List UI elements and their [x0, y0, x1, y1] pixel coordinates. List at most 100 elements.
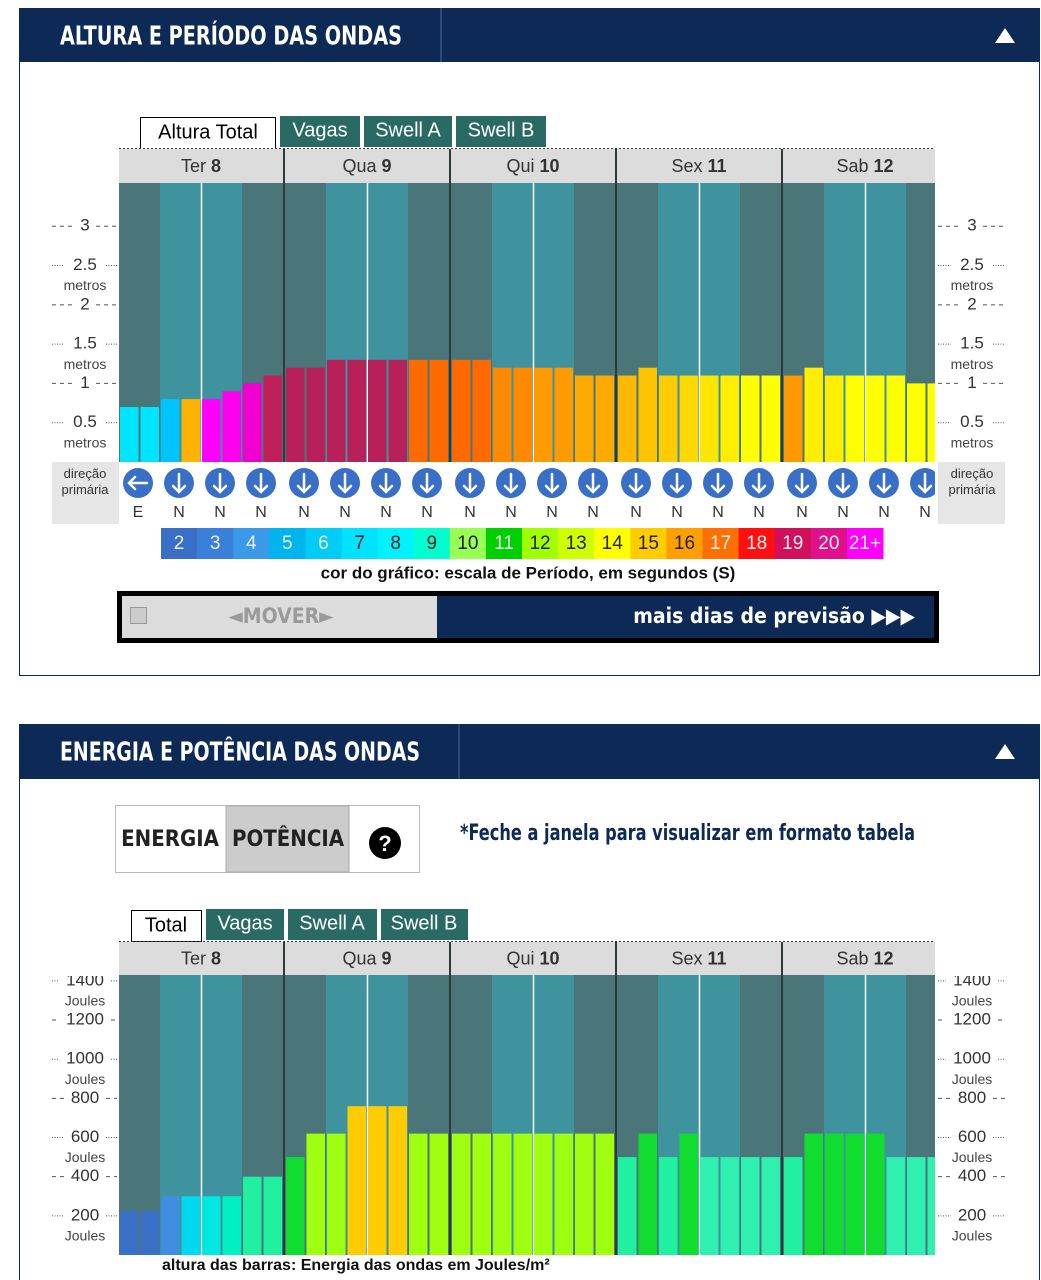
- weekday: Ter: [181, 156, 206, 176]
- y-tick-label: 1400: [66, 970, 104, 989]
- y-tick-label: 0.5: [73, 412, 97, 431]
- tab-label: Swell A: [299, 912, 365, 934]
- arrow: [585, 472, 601, 494]
- bar: [886, 375, 905, 462]
- y-tick-label: 600: [71, 1127, 99, 1146]
- collapse-button[interactable]: [995, 28, 1015, 43]
- panel-title: ENERGIA E POTÊNCIA DAS ONDAS: [60, 736, 420, 768]
- day-number: 12: [874, 156, 894, 176]
- period-swatch: [666, 528, 703, 559]
- checkbox[interactable]: [130, 607, 147, 624]
- period-label: 3: [210, 533, 221, 554]
- mover-label: ◄MOVER►: [228, 604, 334, 628]
- day-number: 11: [708, 948, 727, 968]
- bar: [306, 1133, 325, 1255]
- bar: [845, 375, 864, 462]
- period-swatch: [233, 528, 270, 559]
- direction-letter: N: [630, 504, 642, 521]
- toggle-label[interactable]: POTÊNCIA: [232, 826, 345, 852]
- period-label: 14: [602, 533, 624, 554]
- bar: [472, 359, 491, 462]
- bar: [202, 1196, 221, 1255]
- bar: [907, 383, 926, 462]
- bar: [784, 375, 803, 462]
- direction-letter: N: [214, 504, 226, 521]
- tab-active[interactable]: [131, 910, 202, 942]
- direction-label: direção primária: [949, 466, 997, 497]
- plot-area: Ter 8 Qua 9 Qui 10 Sex 11 Sab 12: [119, 942, 935, 1255]
- direction-letter: N: [753, 504, 765, 521]
- direction-arrow: [412, 468, 442, 498]
- period-label: 18: [746, 533, 767, 554]
- weekday: Qui: [506, 948, 534, 968]
- toggle-label[interactable]: ENERGIA: [121, 827, 219, 852]
- bar: [534, 1133, 553, 1255]
- arrow: [127, 475, 149, 491]
- bar: [161, 399, 180, 462]
- day-header: [783, 942, 935, 975]
- collapse-button[interactable]: [995, 744, 1015, 759]
- direction-letter: N: [339, 504, 351, 521]
- period-label: 9: [426, 533, 437, 554]
- tab[interactable]: [456, 116, 546, 147]
- bar: [638, 367, 657, 462]
- period-label: 8: [390, 533, 401, 554]
- y-tick-label: 1000: [66, 1049, 104, 1068]
- unit-label: Joules: [952, 993, 992, 1009]
- mover-slider[interactable]: [122, 596, 437, 638]
- arrow: [835, 472, 851, 494]
- tab[interactable]: [381, 909, 468, 940]
- period-swatch: [341, 528, 379, 559]
- day-separator: [615, 149, 617, 462]
- y-tick-label: 2.5: [73, 255, 97, 274]
- direction-letter: N: [837, 504, 849, 521]
- period-swatch: [774, 528, 812, 559]
- tab[interactable]: [206, 909, 284, 940]
- period-swatch: [630, 528, 667, 559]
- arrow: [710, 472, 726, 494]
- help-icon[interactable]: [369, 827, 401, 859]
- bar: [554, 1133, 573, 1255]
- direction-letter: N: [255, 504, 267, 521]
- arrow: [544, 472, 560, 494]
- period-swatch: [449, 528, 487, 559]
- bar: [761, 1157, 780, 1255]
- unit-label: metros: [64, 277, 107, 293]
- more-days-button[interactable]: [437, 596, 934, 638]
- direction-arrow: [123, 468, 153, 498]
- direction-arrow: [703, 468, 733, 498]
- bar: [720, 375, 739, 462]
- arrow: [253, 472, 269, 494]
- day-header: [783, 149, 935, 183]
- bar: [595, 1133, 614, 1255]
- arrow: [669, 472, 685, 494]
- day-label: Qui 10: [506, 156, 559, 176]
- day-header: [451, 149, 615, 183]
- tab[interactable]: [288, 909, 377, 940]
- bar: [784, 1157, 803, 1255]
- help-label: ?: [378, 831, 391, 856]
- y-tick-label: 1.5: [73, 334, 97, 353]
- panel-title: ALTURA E PERÍODO DAS ONDAS: [60, 20, 402, 52]
- direction-arrow: [662, 468, 692, 498]
- bar: [679, 1133, 698, 1255]
- day-number: 9: [382, 948, 392, 968]
- weekday: Sex: [671, 948, 702, 968]
- bar: [575, 1133, 594, 1255]
- direction-arrow: [578, 468, 608, 498]
- arrow: [296, 472, 312, 494]
- tab[interactable]: [364, 116, 452, 147]
- caption: altura das barras: Energia das ondas em …: [162, 1257, 550, 1274]
- period-label: 21+: [849, 533, 881, 554]
- arrow-circle: [910, 468, 935, 498]
- unit-label: Joules: [952, 1228, 992, 1244]
- toggle-active[interactable]: [225, 805, 350, 873]
- tab[interactable]: [280, 116, 360, 147]
- weekday: Qua: [342, 948, 377, 968]
- direction-letter: N: [878, 504, 890, 521]
- day-label: Sab 12: [836, 156, 893, 176]
- direction-arrow: [537, 468, 567, 498]
- direction-label-box: [938, 462, 1005, 524]
- direction-letter: N: [796, 504, 808, 521]
